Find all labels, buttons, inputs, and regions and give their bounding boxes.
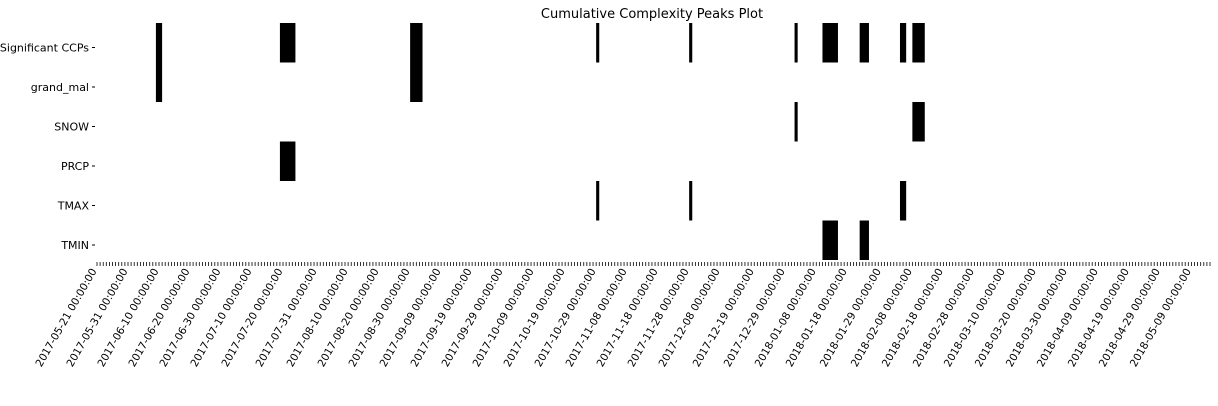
peak-bar (596, 181, 600, 221)
peak-bar (794, 23, 798, 63)
x-tick-label: 2017-07-20 00:00:00 (219, 267, 285, 370)
row-label: PRCP (61, 160, 89, 173)
peak-bar (899, 23, 907, 63)
row-label: TMIN (60, 239, 89, 252)
peak-bar (822, 220, 838, 260)
x-tick-label: 2017-12-08 00:00:00 (657, 267, 723, 370)
peak-bar (689, 181, 693, 221)
x-tick-label: 2018-05-09 00:00:00 (1128, 267, 1194, 370)
peak-bar (155, 23, 163, 63)
chart-title: Cumulative Complexity Peaks Plot (541, 7, 763, 22)
peak-bars (155, 23, 925, 260)
peak-bar (410, 23, 423, 63)
peak-bar (155, 62, 163, 102)
peak-bar (912, 102, 925, 142)
row-labels: Significant CCPs grand_mal SNOW PRCP TMAX TMI… (0, 41, 95, 252)
peak-bar (596, 23, 600, 63)
peak-bar (279, 141, 296, 181)
peak-bar (859, 23, 869, 63)
peak-bar (794, 102, 798, 142)
row-label: TMAX (57, 199, 90, 212)
x-axis-ticks (96, 262, 1211, 266)
peak-bar (859, 220, 869, 260)
row-label: grand_mal (31, 81, 89, 94)
peak-bar (912, 23, 925, 63)
row-label: Significant CCPs (0, 41, 89, 54)
peak-bar (279, 23, 296, 63)
peak-bar (410, 62, 423, 102)
peak-bar (822, 23, 838, 63)
row-label: SNOW (54, 120, 89, 133)
peak-bar (899, 181, 907, 221)
x-tick-label: 2018-01-18 00:00:00 (784, 267, 850, 370)
peak-bar (689, 23, 693, 63)
